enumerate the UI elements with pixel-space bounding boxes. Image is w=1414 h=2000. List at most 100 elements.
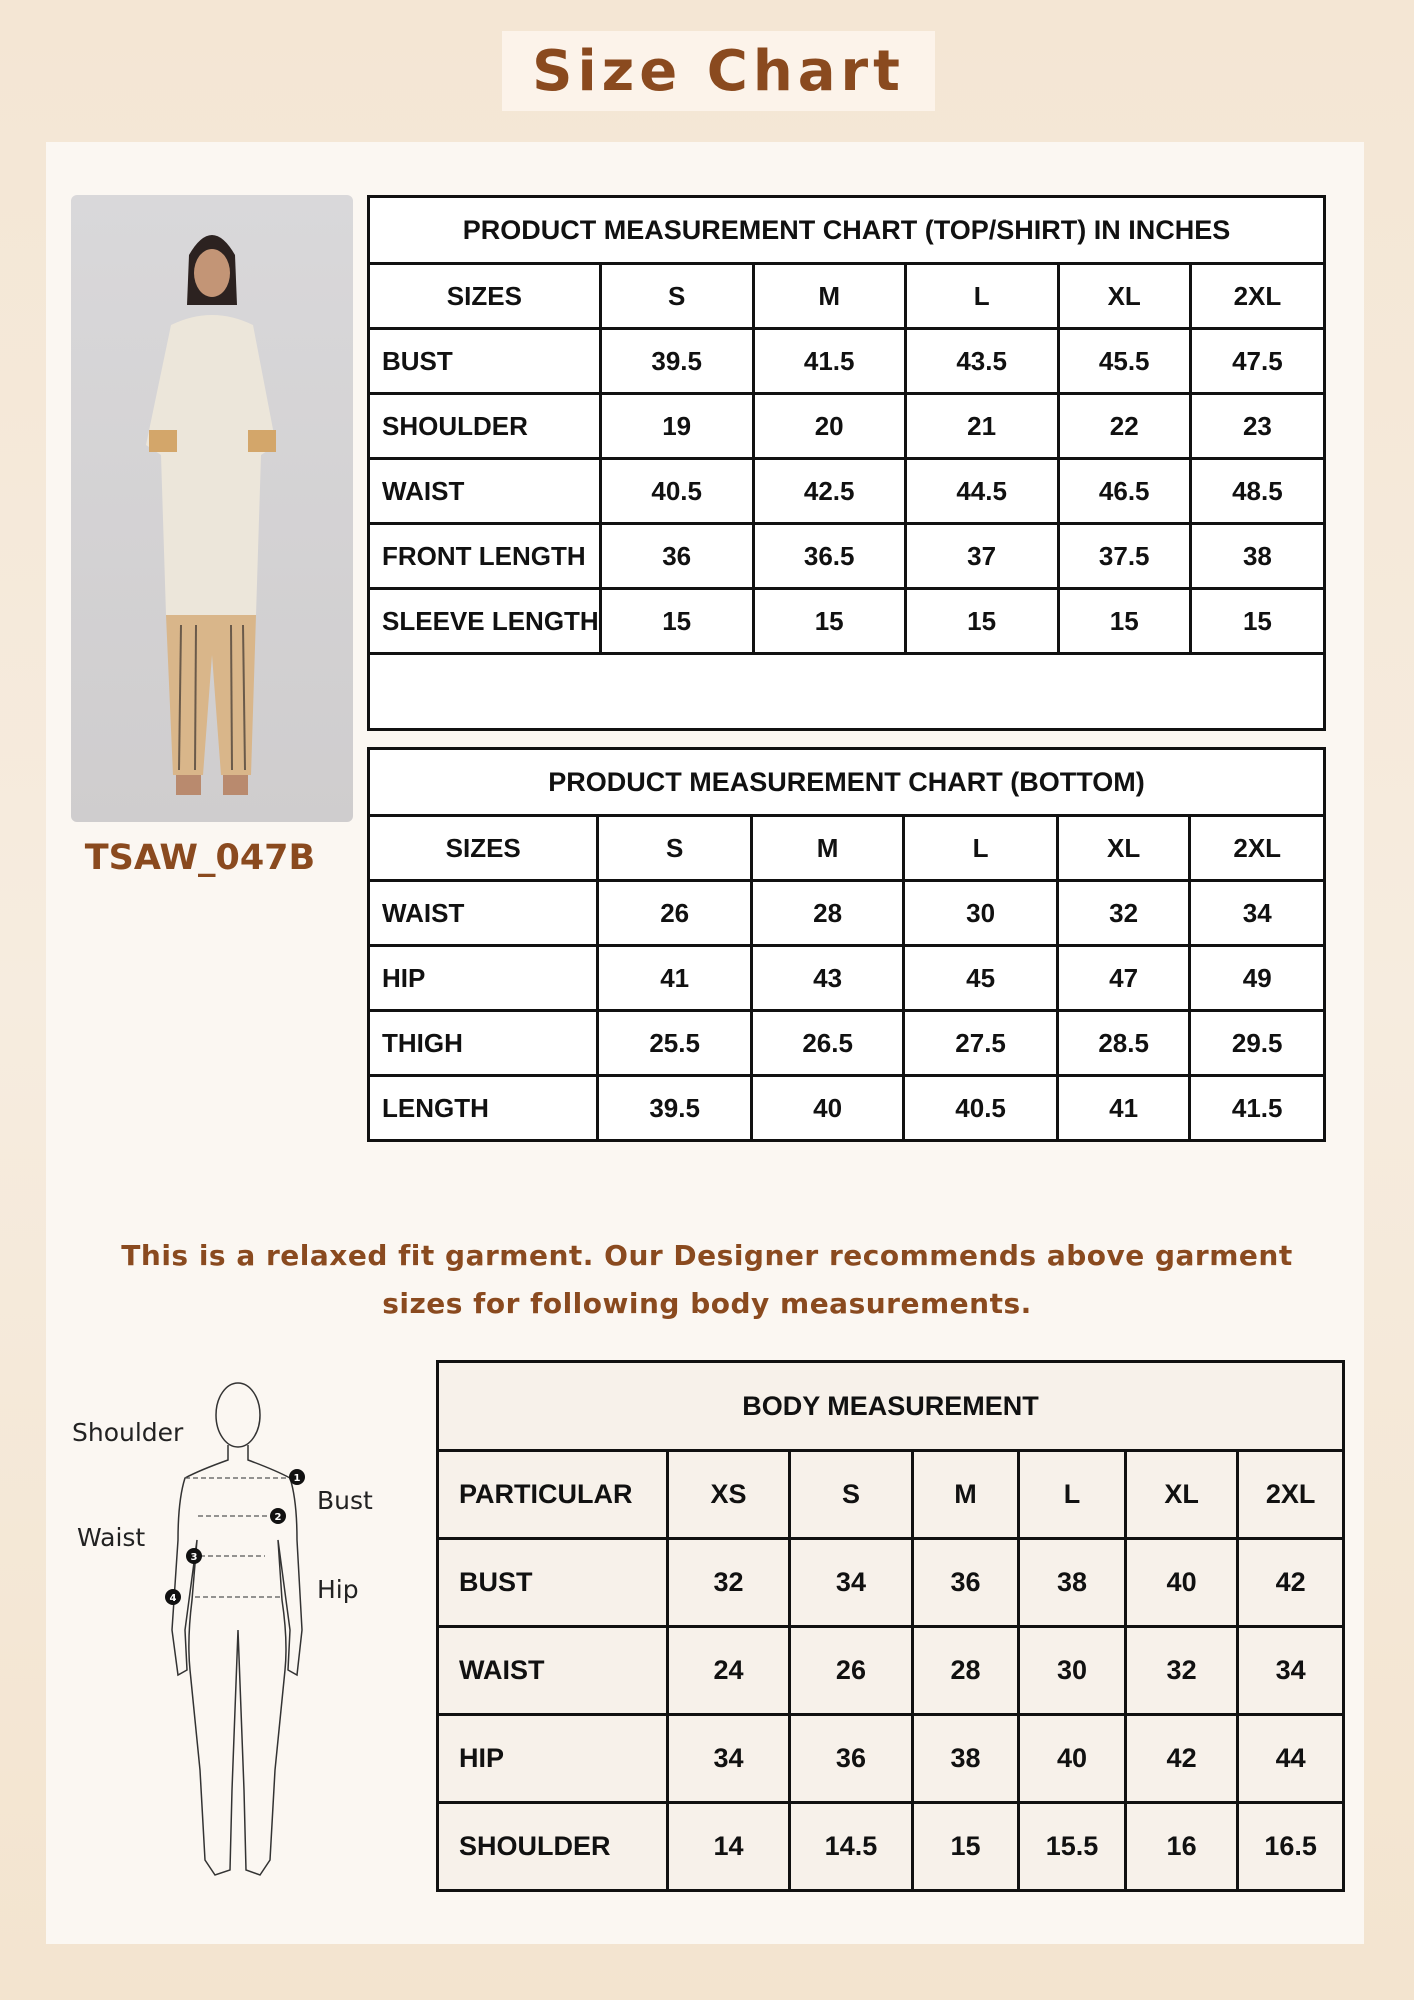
header-cell: L	[902, 814, 1059, 882]
value-cell: 27.5	[902, 1009, 1059, 1077]
product-code: TSAW_047B	[84, 838, 316, 878]
label-hip: Hip	[317, 1575, 359, 1604]
header-cell: S	[598, 262, 755, 330]
marker-3: 3	[191, 1552, 198, 1563]
value-cell: 30	[1017, 1625, 1127, 1716]
table-row: WAIST 40.5 42.5 44.5 46.5 48.5	[367, 457, 1327, 525]
table-header-row: SIZES S M L XL 2XL	[367, 262, 1327, 330]
table-header-row: SIZES S M L XL 2XL	[366, 814, 1326, 882]
value-cell: 24	[665, 1625, 792, 1716]
header-cell: SIZES	[367, 262, 602, 330]
body-measurement-figure: 1 2 3 4 Shoulder Bust Waist Hip	[60, 1370, 400, 1910]
value-cell: 26.5	[749, 1009, 906, 1077]
fit-note-line: sizes for following body measurements.	[382, 1287, 1032, 1320]
value-cell: 47	[1055, 944, 1192, 1012]
header-cell: M	[751, 262, 907, 330]
header-cell: XL	[1056, 262, 1192, 330]
value-cell: 16	[1123, 1801, 1240, 1892]
row-label: LENGTH	[366, 1074, 600, 1142]
page-title: Size Chart	[532, 38, 905, 104]
blank-row	[367, 652, 1326, 731]
table-row: THIGH 25.5 26.5 27.5 28.5 29.5	[366, 1009, 1326, 1077]
row-label: BUST	[367, 327, 602, 395]
value-cell: 26	[596, 879, 753, 947]
value-cell: 32	[665, 1537, 792, 1628]
value-cell: 34	[1188, 879, 1326, 947]
value-cell: 49	[1188, 944, 1326, 1012]
value-cell: 26	[788, 1625, 914, 1716]
value-cell: 40	[1123, 1537, 1240, 1628]
value-cell: 15	[910, 1801, 1021, 1892]
value-cell: 16.5	[1236, 1801, 1345, 1892]
header-cell: PARTICULAR	[436, 1449, 669, 1540]
label-bust: Bust	[317, 1486, 373, 1515]
label-shoulder: Shoulder	[72, 1418, 184, 1447]
value-cell: 34	[1236, 1625, 1345, 1716]
value-cell: 45.5	[1056, 327, 1192, 395]
value-cell: 42	[1236, 1537, 1345, 1628]
value-cell: 28	[910, 1625, 1021, 1716]
row-label: BUST	[436, 1537, 669, 1628]
row-label: SHOULDER	[436, 1801, 669, 1892]
value-cell: 20	[751, 392, 907, 460]
header-cell: 2XL	[1188, 262, 1327, 330]
row-label: WAIST	[367, 457, 602, 525]
value-cell: 15	[751, 587, 907, 655]
header-cell: M	[910, 1449, 1021, 1540]
value-cell: 32	[1123, 1625, 1240, 1716]
table-row: HIP 41 43 45 47 49	[366, 944, 1326, 1012]
header-cell: XL	[1123, 1449, 1240, 1540]
table-row: BUST 39.5 41.5 43.5 45.5 47.5	[367, 327, 1327, 395]
value-cell: 15	[1056, 587, 1192, 655]
value-cell: 21	[903, 392, 1060, 460]
table-title: PRODUCT MEASUREMENT CHART (BOTTOM)	[367, 747, 1326, 817]
row-label: SHOULDER	[367, 392, 602, 460]
value-cell: 15	[903, 587, 1060, 655]
marker-2: 2	[275, 1512, 282, 1523]
value-cell: 40.5	[598, 457, 755, 525]
row-label: FRONT LENGTH	[367, 522, 602, 590]
header-cell: L	[903, 262, 1060, 330]
value-cell: 14	[665, 1801, 792, 1892]
value-cell: 19	[598, 392, 755, 460]
value-cell: 22	[1056, 392, 1192, 460]
value-cell: 44	[1236, 1713, 1345, 1804]
value-cell: 14.5	[788, 1801, 914, 1892]
value-cell: 30	[902, 879, 1059, 947]
value-cell: 25.5	[596, 1009, 753, 1077]
body-measurement-table: BODY MEASUREMENT PARTICULAR XS S M L XL …	[436, 1360, 1345, 1892]
row-label: HIP	[436, 1713, 669, 1804]
value-cell: 34	[788, 1537, 914, 1628]
row-label: WAIST	[436, 1625, 669, 1716]
value-cell: 36	[910, 1537, 1021, 1628]
value-cell: 43.5	[903, 327, 1060, 395]
value-cell: 43	[749, 944, 906, 1012]
value-cell: 39.5	[598, 327, 755, 395]
fit-note-line: This is a relaxed fit garment. Our Desig…	[121, 1239, 1293, 1272]
body-outline-icon: 1 2 3 4	[165, 1382, 305, 1876]
table-row: LENGTH 39.5 40 40.5 41 41.5	[366, 1074, 1326, 1142]
row-label: SLEEVE LENGTH	[367, 587, 602, 655]
value-cell: 41	[1055, 1074, 1192, 1142]
table-header-row: PARTICULAR XS S M L XL 2XL	[436, 1449, 1345, 1540]
table-row: WAIST 26 28 30 32 34	[366, 879, 1326, 947]
row-label: WAIST	[366, 879, 600, 947]
header-cell: M	[749, 814, 906, 882]
table-row: FRONT LENGTH 36 36.5 37 37.5 38	[367, 522, 1327, 590]
value-cell: 48.5	[1188, 457, 1327, 525]
value-cell: 37	[903, 522, 1060, 590]
header-cell: L	[1017, 1449, 1127, 1540]
marker-1: 1	[294, 1473, 301, 1484]
value-cell: 36.5	[751, 522, 907, 590]
value-cell: 36	[788, 1713, 914, 1804]
value-cell: 28.5	[1055, 1009, 1192, 1077]
table-title: BODY MEASUREMENT	[436, 1360, 1345, 1452]
row-label: HIP	[366, 944, 600, 1012]
header-cell: S	[788, 1449, 914, 1540]
table-row: BUST 32 34 36 38 40 42	[436, 1537, 1345, 1628]
value-cell: 32	[1055, 879, 1192, 947]
value-cell: 36	[598, 522, 755, 590]
table-row: SHOULDER 19 20 21 22 23	[367, 392, 1327, 460]
value-cell: 39.5	[596, 1074, 753, 1142]
value-cell: 42.5	[751, 457, 907, 525]
